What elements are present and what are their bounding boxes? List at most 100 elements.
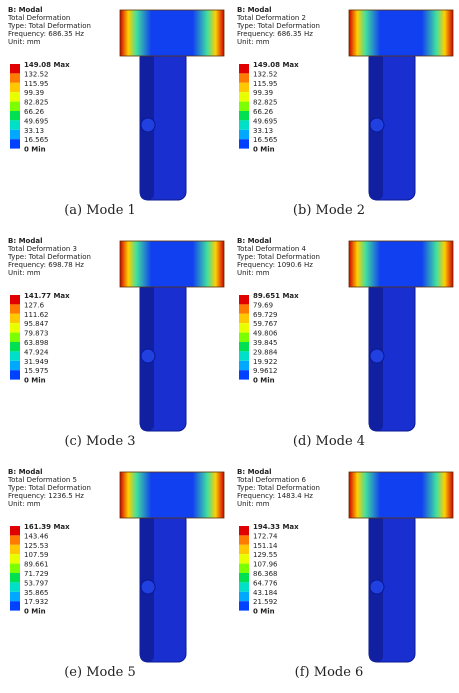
header-line: Unit: mm xyxy=(237,500,270,508)
header-line: Unit: mm xyxy=(8,269,41,277)
legend-swatch xyxy=(10,573,20,582)
header-line: Total Deformation 2 xyxy=(236,14,306,22)
legend-label: 16.565 xyxy=(24,136,49,144)
legend-label: 143.46 xyxy=(24,532,49,540)
legend-swatch xyxy=(10,111,20,120)
legend-label: 19.922 xyxy=(253,358,278,366)
legend-label: 79.69 xyxy=(253,301,273,309)
legend-swatch xyxy=(10,351,20,360)
legend-swatch xyxy=(10,342,20,351)
legend-label: 0 Min xyxy=(24,608,46,616)
legend-label: 86.368 xyxy=(253,570,278,578)
legend-swatch xyxy=(10,592,20,601)
header-line: B: Modal xyxy=(237,237,271,245)
crossbar xyxy=(349,472,453,518)
header-line: Total Deformation 4 xyxy=(236,245,307,253)
header-line: Total Deformation 6 xyxy=(236,476,307,484)
legend-swatch xyxy=(239,64,249,73)
caption: (f) Mode 6 xyxy=(295,665,364,680)
legend-label: 39.845 xyxy=(253,339,278,347)
legend-swatch xyxy=(239,526,249,535)
legend-swatch xyxy=(10,130,20,139)
legend-label: 66.26 xyxy=(24,108,45,116)
legend-swatch xyxy=(239,582,249,591)
hole xyxy=(370,580,384,594)
legend-swatch xyxy=(239,111,249,120)
legend-swatch xyxy=(10,526,20,535)
legend-label: 47.924 xyxy=(24,348,49,356)
legend-swatch xyxy=(10,314,20,323)
header-line: Unit: mm xyxy=(237,38,270,46)
legend-label: 132.52 xyxy=(24,70,49,78)
legend-swatch xyxy=(10,83,20,92)
header-line: B: Modal xyxy=(8,237,42,245)
legend-swatch xyxy=(239,370,249,379)
legend-label: 35.865 xyxy=(24,589,49,597)
header-line: Type: Total Deformation xyxy=(7,22,91,30)
legend-swatch xyxy=(10,102,20,111)
legend-label: 63.898 xyxy=(24,339,49,347)
legend-swatch xyxy=(10,564,20,573)
legend-label: 172.74 xyxy=(253,532,278,540)
hole xyxy=(370,349,384,363)
legend-swatch xyxy=(10,323,20,332)
legend-swatch xyxy=(10,582,20,591)
legend-label: 0 Min xyxy=(253,608,275,616)
legend-swatch xyxy=(239,139,249,148)
legend-swatch xyxy=(10,120,20,129)
legend-swatch xyxy=(10,333,20,342)
hole xyxy=(141,349,155,363)
legend-swatch xyxy=(239,545,249,554)
header-line: Type: Total Deformation xyxy=(236,253,320,261)
legend-label: 0 Min xyxy=(24,146,46,154)
legend-swatch xyxy=(239,573,249,582)
legend-label: 89.661 xyxy=(24,561,49,569)
legend-label: 99.39 xyxy=(253,89,273,97)
legend-swatch xyxy=(10,535,20,544)
legend-label: 132.52 xyxy=(253,70,278,78)
legend-swatch xyxy=(239,361,249,370)
header-line: B: Modal xyxy=(8,6,42,14)
header-line: Frequency: 1483.4 Hz xyxy=(237,492,313,500)
legend-label: 141.77 Max xyxy=(24,292,70,300)
legend-label: 29.884 xyxy=(253,348,278,356)
legend-swatch xyxy=(10,64,20,73)
crossbar xyxy=(120,10,224,56)
caption: (d) Mode 4 xyxy=(293,434,365,449)
legend-swatch xyxy=(239,102,249,111)
caption: (a) Mode 1 xyxy=(64,203,136,218)
header-line: Unit: mm xyxy=(8,38,41,46)
legend-label: 0 Min xyxy=(253,377,275,385)
header-line: B: Modal xyxy=(237,6,271,14)
header-line: Frequency: 1090.6 Hz xyxy=(237,261,313,269)
legend-label: 49.695 xyxy=(24,117,49,125)
header-line: Frequency: 1236.5 Hz xyxy=(8,492,84,500)
legend-swatch xyxy=(239,73,249,82)
legend-label: 111.62 xyxy=(24,311,49,319)
header-line: Total Deformation 5 xyxy=(7,476,77,484)
crossbar xyxy=(349,241,453,287)
header-line: Type: Total Deformation xyxy=(236,484,320,492)
legend-label: 49.695 xyxy=(253,117,278,125)
header-line: Type: Total Deformation xyxy=(7,484,91,492)
caption: (c) Mode 3 xyxy=(64,434,135,449)
header-line: B: Modal xyxy=(237,468,271,476)
legend-label: 149.08 Max xyxy=(253,61,299,69)
crossbar xyxy=(120,241,224,287)
legend-label: 107.59 xyxy=(24,551,49,559)
legend-swatch xyxy=(239,592,249,601)
legend-label: 69.729 xyxy=(253,311,278,319)
legend-label: 15.975 xyxy=(24,367,49,375)
legend-swatch xyxy=(239,314,249,323)
figure: B: ModalTotal DeformationType: Total Def… xyxy=(0,0,459,693)
legend-label: 194.33 Max xyxy=(253,523,299,531)
legend-label: 53.797 xyxy=(24,579,49,587)
legend-label: 71.729 xyxy=(24,570,49,578)
legend-swatch xyxy=(239,304,249,313)
legend-swatch xyxy=(10,139,20,148)
legend-label: 161.39 Max xyxy=(24,523,70,531)
header-line: Type: Total Deformation xyxy=(236,22,320,30)
hole xyxy=(141,580,155,594)
legend-label: 43.184 xyxy=(253,589,278,597)
legend-label: 79.873 xyxy=(24,330,49,338)
